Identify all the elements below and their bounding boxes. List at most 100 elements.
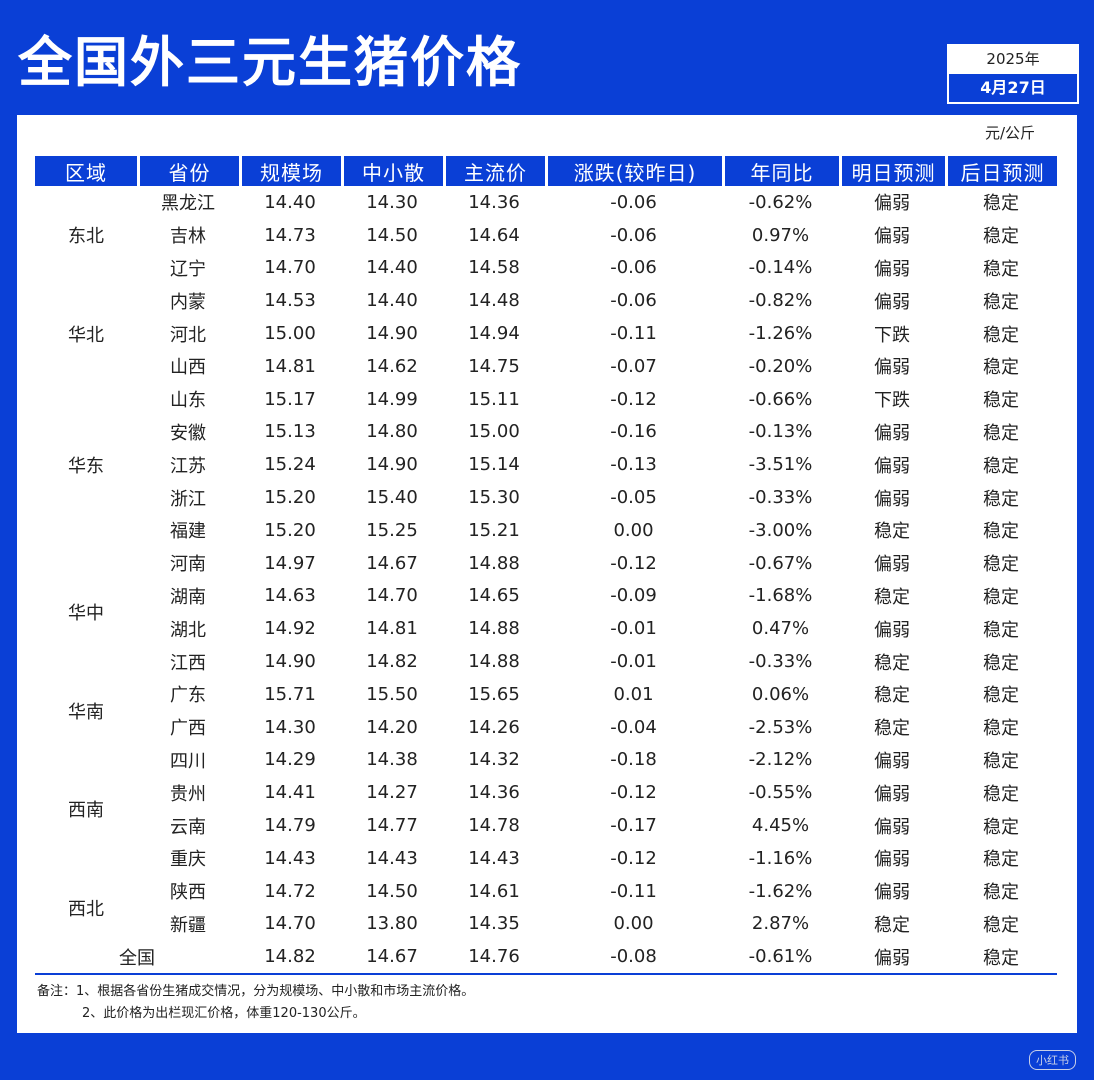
tomorrow-forecast-cell: 偏弱 <box>874 422 910 444</box>
scale-price-cell: 15.00 <box>264 323 316 345</box>
scale-price-cell: 14.82 <box>239 940 341 976</box>
yoy-cell: 0.97% <box>751 224 810 246</box>
header-yoy: 年同比 <box>722 156 839 186</box>
after-forecast-cell: 稳定 <box>983 226 1019 248</box>
small-price-cell: 14.62 <box>366 355 418 377</box>
change-cell: -0.05 <box>610 487 657 509</box>
after-forecast-cell: 稳定 <box>983 291 1019 313</box>
main-price-cell: 14.88 <box>468 651 520 673</box>
province-cell: 内蒙 <box>170 291 206 313</box>
change-cell: -0.01 <box>610 618 657 640</box>
small-price-cell: 14.27 <box>366 782 418 804</box>
small-price-cell: 14.81 <box>366 618 418 640</box>
table-row: 山西 14.81 14.62 14.75 -0.07 -0.20% 偏弱 稳定 <box>35 350 1057 383</box>
yoy-cell: 2.87% <box>751 913 810 935</box>
table-row: 吉林 14.73 14.50 14.64 -0.06 0.97% 偏弱 稳定 <box>35 219 1057 252</box>
after-forecast-cell: 稳定 <box>983 619 1019 641</box>
header-after: 后日预测 <box>945 156 1057 186</box>
small-price-cell: 14.80 <box>366 421 418 443</box>
main-price-cell: 14.76 <box>443 940 545 976</box>
yoy-cell: -0.66% <box>748 388 813 410</box>
table-row: 浙江 15.20 15.40 15.30 -0.05 -0.33% 偏弱 稳定 <box>35 481 1057 514</box>
tomorrow-forecast-cell: 稳定 <box>874 586 910 608</box>
main-price-cell: 14.94 <box>468 323 520 345</box>
main-price-cell: 14.36 <box>468 191 520 213</box>
after-forecast-cell: 稳定 <box>983 258 1019 280</box>
change-cell: 0.00 <box>613 519 654 541</box>
scale-price-cell: 14.29 <box>264 749 316 771</box>
table-row: 华南 广东 15.71 15.50 15.65 0.01 0.06% 稳定 稳定 <box>35 678 1057 723</box>
after-forecast-cell: 稳定 <box>983 193 1019 215</box>
small-price-cell: 14.77 <box>366 815 418 837</box>
tomorrow-forecast-cell: 稳定 <box>874 685 910 707</box>
small-price-cell: 14.43 <box>366 847 418 869</box>
table-row: 福建 15.20 15.25 15.21 0.00 -3.00% 稳定 稳定 <box>35 514 1057 547</box>
after-forecast-cell: 稳定 <box>983 718 1019 740</box>
scale-price-cell: 15.20 <box>264 519 316 541</box>
small-price-cell: 14.50 <box>366 224 418 246</box>
after-forecast-cell: 稳定 <box>983 586 1019 608</box>
table-row: 华北 内蒙 14.53 14.40 14.48 -0.06 -0.82% 偏弱 稳定 <box>35 284 1057 345</box>
yoy-cell: -0.20% <box>748 355 813 377</box>
change-cell: -0.01 <box>610 651 657 673</box>
yoy-cell: -3.51% <box>748 454 813 476</box>
change-cell: -0.08 <box>545 940 722 976</box>
main-price-cell: 14.43 <box>468 847 520 869</box>
yoy-cell: 0.47% <box>751 618 810 640</box>
main-price-cell: 14.32 <box>468 749 520 771</box>
main-price-cell: 14.88 <box>468 618 520 640</box>
table-row: 安徽 15.13 14.80 15.00 -0.16 -0.13% 偏弱 稳定 <box>35 416 1057 449</box>
main-price-cell: 14.26 <box>468 716 520 738</box>
after-forecast-cell: 稳定 <box>945 940 1057 976</box>
change-cell: -0.07 <box>610 355 657 377</box>
yoy-cell: -1.62% <box>748 880 813 902</box>
table-row: 江苏 15.24 14.90 15.14 -0.13 -3.51% 偏弱 稳定 <box>35 448 1057 481</box>
scale-price-cell: 14.90 <box>264 651 316 673</box>
after-forecast-cell: 稳定 <box>983 521 1019 543</box>
table-row: 西北 陕西 14.72 14.50 14.61 -0.11 -1.62% 偏弱 稳定 <box>35 875 1057 920</box>
change-cell: -0.12 <box>610 782 657 804</box>
main-price-cell: 14.65 <box>468 585 520 607</box>
scale-price-cell: 14.63 <box>264 585 316 607</box>
main-price-cell: 14.58 <box>468 257 520 279</box>
yoy-cell: -0.67% <box>748 552 813 574</box>
scale-price-cell: 15.24 <box>264 454 316 476</box>
after-forecast-cell: 稳定 <box>983 422 1019 444</box>
small-price-cell: 14.40 <box>366 257 418 279</box>
header-main: 主流价 <box>443 156 545 186</box>
tomorrow-forecast-cell: 偏弱 <box>874 882 910 904</box>
province-cell: 黑龙江 <box>161 193 215 215</box>
scale-price-cell: 15.71 <box>264 683 316 705</box>
after-forecast-cell: 稳定 <box>983 488 1019 510</box>
yoy-cell: -1.16% <box>748 847 813 869</box>
change-cell: -0.11 <box>610 323 657 345</box>
yoy-cell: -2.12% <box>748 749 813 771</box>
tomorrow-forecast-cell: 偏弱 <box>874 816 910 838</box>
table-header-row: 区域 省份 规模场 中小散 主流价 涨跌(较昨日) 年同比 明日预测 后日预测 <box>35 156 1057 186</box>
table-row: 华中 河南 14.97 14.67 14.88 -0.12 -0.67% 偏弱 稳定 <box>35 547 1057 625</box>
main-price-cell: 15.65 <box>468 683 520 705</box>
change-cell: -0.18 <box>610 749 657 771</box>
scale-price-cell: 14.81 <box>264 355 316 377</box>
region-cell: 华东 <box>68 455 104 477</box>
table-row: 广西 14.30 14.20 14.26 -0.04 -2.53% 稳定 稳定 <box>35 711 1057 744</box>
province-cell: 湖南 <box>170 586 206 608</box>
small-price-cell: 15.40 <box>366 487 418 509</box>
header-province: 省份 <box>137 156 239 186</box>
after-forecast-cell: 稳定 <box>983 554 1019 576</box>
scale-price-cell: 14.73 <box>264 224 316 246</box>
province-cell: 湖北 <box>170 619 206 641</box>
table-row: 重庆 14.43 14.43 14.43 -0.12 -1.16% 偏弱 稳定 <box>35 842 1057 875</box>
table-row: 湖南 14.63 14.70 14.65 -0.09 -1.68% 稳定 稳定 <box>35 580 1057 613</box>
province-cell: 安徽 <box>170 422 206 444</box>
region-cell: 东北 <box>68 226 104 248</box>
scale-price-cell: 14.72 <box>264 880 316 902</box>
main-price-cell: 15.21 <box>468 519 520 541</box>
national-label: 全国 <box>35 940 239 976</box>
scale-price-cell: 14.43 <box>264 847 316 869</box>
province-cell: 广西 <box>170 718 206 740</box>
small-price-cell: 14.82 <box>366 651 418 673</box>
scale-price-cell: 14.79 <box>264 815 316 837</box>
scale-price-cell: 14.30 <box>264 716 316 738</box>
province-cell: 云南 <box>170 816 206 838</box>
